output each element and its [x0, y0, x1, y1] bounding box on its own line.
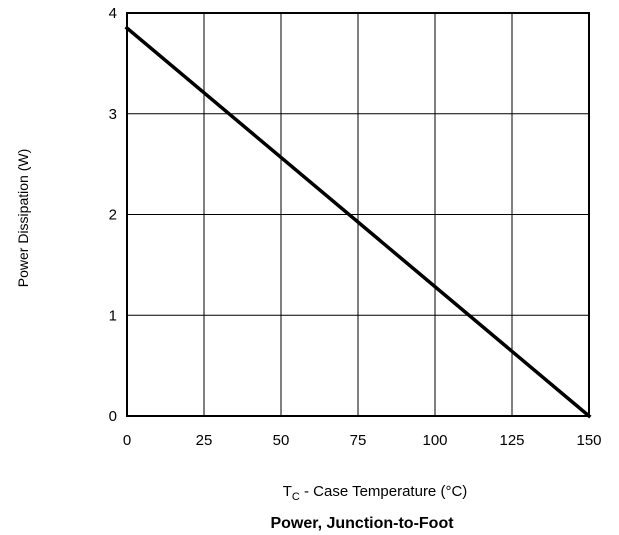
x-axis-label-subscript: C [292, 491, 300, 503]
x-tick-label: 75 [350, 432, 367, 449]
y-tick-label: 4 [109, 5, 117, 22]
x-tick-label: 0 [123, 432, 131, 449]
x-axis-label-text: - Case Temperature (°C) [300, 483, 467, 500]
y-tick-labels: 0 1 2 3 4 [109, 5, 117, 425]
y-tick-label: 0 [109, 408, 117, 425]
y-tick-label: 1 [109, 307, 117, 324]
x-axis-label: TC - Case Temperature (°C) [283, 483, 468, 503]
plot-frame [126, 12, 590, 417]
chart-title: Power, Junction-to-Foot [270, 515, 454, 532]
y-axis-label: Power Dissipation (W) [15, 149, 31, 287]
x-tick-label: 125 [499, 432, 524, 449]
x-axis-label-symbol: T [283, 483, 292, 500]
x-tick-label: 50 [273, 432, 290, 449]
series-line-1 [124, 25, 592, 419]
y-tick-label: 3 [109, 106, 117, 123]
x-tick-label: 150 [576, 432, 601, 449]
series-layer [124, 25, 592, 419]
x-tick-label: 100 [422, 432, 447, 449]
y-tick-label: 2 [109, 207, 117, 224]
x-tick-labels: 0 25 50 75 100 125 150 [123, 432, 602, 449]
x-tick-label: 25 [196, 432, 213, 449]
